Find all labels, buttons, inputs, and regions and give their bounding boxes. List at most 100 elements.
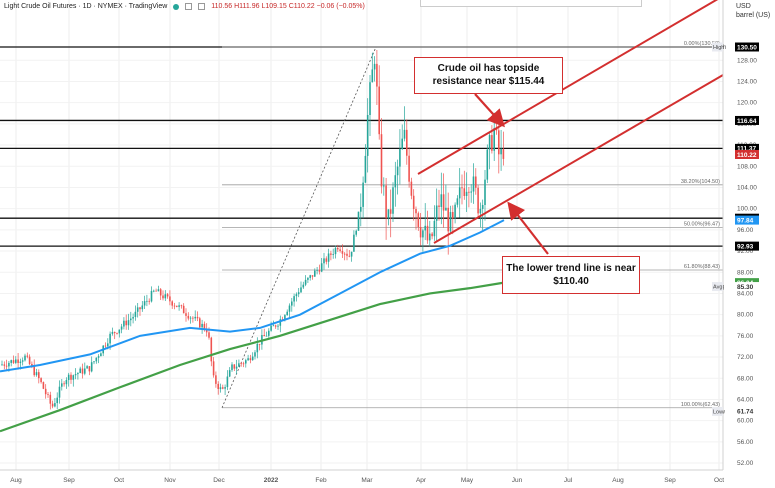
candle-body — [438, 205, 440, 207]
price-tick-label: 108.00 — [737, 163, 757, 170]
candle-body — [417, 213, 420, 228]
candle-body — [376, 63, 378, 87]
candle-body — [435, 205, 438, 221]
price-badge-value: 85.30 — [737, 284, 754, 291]
badge-caption-text: Avg — [713, 285, 722, 291]
candle-body — [270, 325, 272, 331]
candle-body — [228, 370, 231, 377]
candle-body — [419, 227, 422, 238]
candle-body — [113, 332, 116, 334]
candle-body — [217, 383, 219, 390]
price-badge-value: 110.22 — [737, 152, 757, 159]
price-badge — [735, 143, 759, 153]
candle-body — [488, 135, 491, 150]
price-badge-value: 130.50 — [737, 44, 757, 51]
candle-body — [164, 294, 167, 299]
settings-icon[interactable] — [198, 3, 206, 10]
candle-body — [332, 254, 334, 255]
time-tick-label: Sep — [664, 477, 676, 484]
candle-body — [341, 250, 344, 254]
candle-body — [111, 332, 114, 334]
candle-body — [431, 233, 433, 237]
candle-body — [412, 195, 415, 210]
candle-body — [486, 149, 489, 180]
upper-channel-line[interactable] — [417, 0, 723, 175]
candle-body — [47, 394, 49, 396]
candle-body — [182, 305, 185, 314]
candle-body — [254, 352, 256, 357]
candle-body — [334, 247, 337, 255]
candle-body — [146, 300, 148, 302]
candle-body — [343, 253, 346, 255]
candle-body — [410, 181, 413, 196]
candle-body — [389, 209, 392, 214]
candle-body — [392, 187, 394, 214]
eye-icon[interactable] — [185, 3, 193, 10]
candle-body — [210, 337, 213, 362]
resistance-annotation[interactable]: Crude oil has topside resistance near $1… — [414, 57, 563, 94]
currency-label: USD — [736, 3, 751, 10]
candle-body — [173, 305, 176, 307]
toolbar-placeholder — [420, 0, 642, 7]
candle-body — [176, 305, 178, 307]
candle-body — [235, 366, 238, 369]
candle-body — [74, 374, 77, 376]
fib-trend-line[interactable] — [221, 46, 377, 408]
price-tick-label: 84.00 — [737, 290, 754, 297]
moving-average-fast[interactable] — [0, 219, 505, 373]
candle-body — [51, 403, 54, 407]
candle-body — [58, 386, 61, 398]
moving-average-slow[interactable] — [0, 281, 505, 433]
candle-body — [318, 270, 321, 272]
candle-body — [159, 289, 162, 296]
candle-body — [199, 318, 201, 328]
lower-channel-line[interactable] — [433, 74, 724, 244]
time-tick-label: May — [461, 477, 474, 484]
candle-body — [477, 187, 479, 214]
candle-body — [31, 363, 33, 366]
candle-body — [143, 301, 146, 306]
price-badge-value: 116.64 — [737, 118, 757, 125]
price-badge — [735, 241, 759, 251]
candles — [1, 49, 505, 410]
candle-body — [118, 329, 121, 334]
candle-body — [33, 365, 35, 376]
price-tick-label: 92.00 — [737, 248, 754, 255]
candle-body — [72, 375, 75, 380]
candle-body — [107, 343, 109, 347]
candle-body — [97, 356, 100, 358]
candle-body — [463, 188, 466, 196]
candle-body — [5, 365, 8, 367]
candle-body — [79, 368, 81, 374]
candle-body — [277, 325, 279, 327]
candle-body — [104, 345, 107, 347]
time-tick-label: Mar — [361, 477, 373, 484]
unit-label: barrel (US) — [736, 12, 771, 19]
time-tick-label: Aug — [612, 477, 624, 484]
candle-body — [86, 366, 88, 369]
candle-body — [481, 204, 484, 209]
candle-body — [81, 368, 84, 374]
price-tick-label: 80.00 — [737, 312, 754, 319]
candle-body — [433, 220, 436, 237]
candle-body — [28, 356, 31, 364]
candle-body — [54, 403, 56, 407]
candle-body — [192, 317, 194, 319]
candle-body — [203, 323, 206, 330]
candle-body — [357, 211, 360, 231]
candle-body — [371, 69, 374, 83]
candle-body — [61, 383, 63, 387]
candle-body — [323, 258, 325, 264]
trendline-annotation[interactable]: The lower trend line is near $110.40 — [502, 256, 640, 294]
candle-body — [408, 155, 410, 182]
candle-body — [169, 296, 171, 302]
candle-body — [461, 187, 463, 189]
candle-body — [201, 323, 203, 328]
candle-body — [327, 253, 330, 262]
candle-body — [293, 296, 295, 302]
candle-body — [380, 134, 383, 187]
symbol-title[interactable]: Light Crude Oil Futures · 1D · NYMEX · T… — [4, 3, 168, 10]
price-badge — [735, 215, 759, 225]
